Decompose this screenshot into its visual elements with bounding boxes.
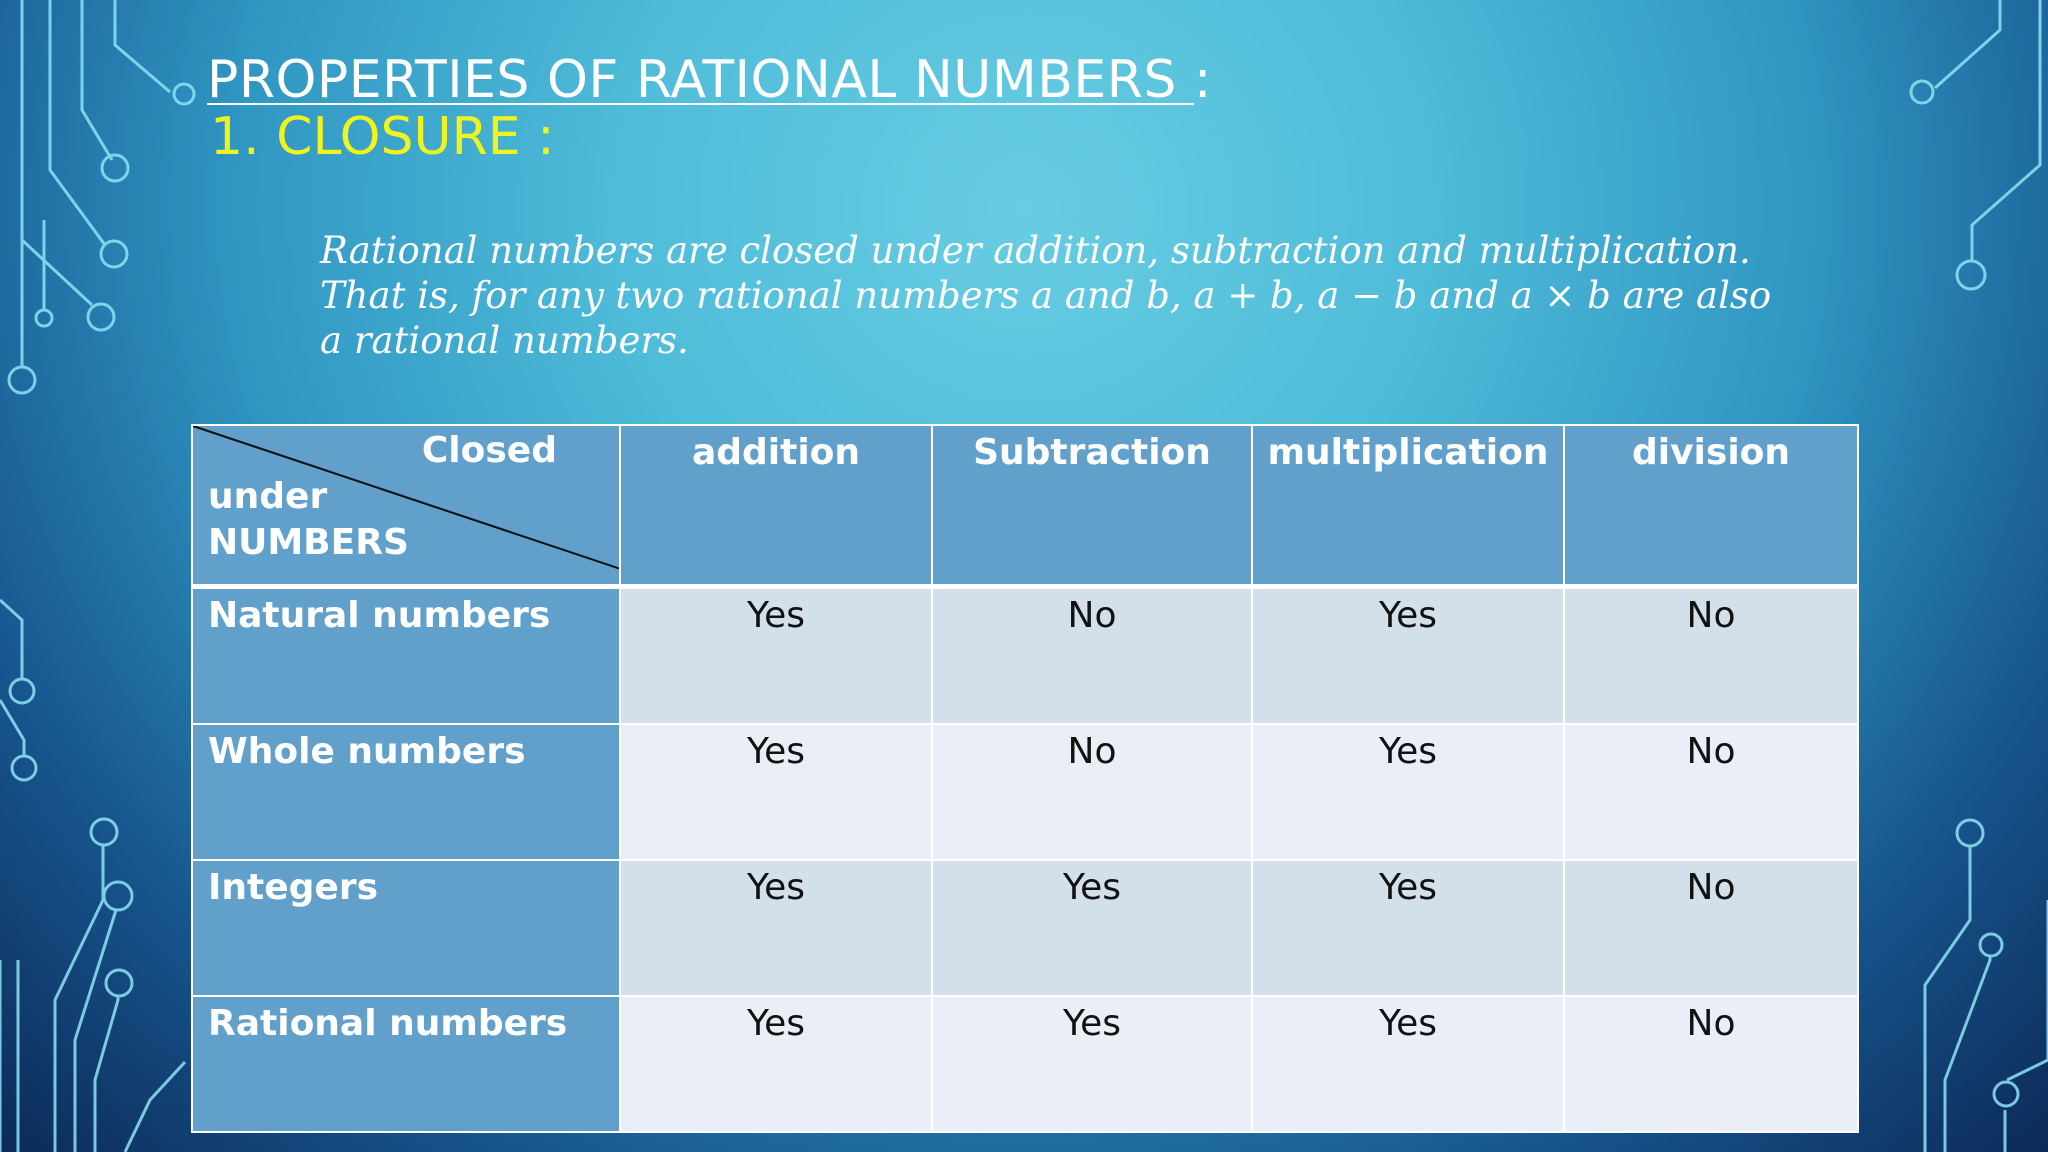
table-cell: Yes [931,995,1253,1133]
row-label: Whole numbers [191,723,621,861]
slide-title-colon: : [1193,50,1212,110]
table-row: Whole numbers Yes No Yes No [191,723,1859,861]
table-cell: Yes [619,723,933,861]
table-cell: Yes [1251,585,1565,725]
slide-subtitle: 1. CLOSURE : [210,107,555,167]
definition-paragraph: Rational numbers are closed under additi… [320,228,1820,363]
table-cell: Yes [1251,995,1565,1133]
table-cell: Yes [619,585,933,725]
table-cell: Yes [1251,723,1565,861]
corner-label-under: under [208,476,328,517]
row-label: Natural numbers [191,585,621,725]
table-cell: Yes [1251,859,1565,997]
table-cell: No [1563,723,1859,861]
table-cell: Yes [619,859,933,997]
table-cell: No [1563,859,1859,997]
paragraph-line: Rational numbers are closed under additi… [320,229,1751,272]
table-cell: No [1563,585,1859,725]
corner-label-numbers: NUMBERS [208,522,409,563]
row-label: Rational numbers [191,995,621,1133]
table-row: Integers Yes Yes Yes No [191,859,1859,997]
table-row: Natural numbers Yes No Yes No [191,585,1859,725]
paragraph-line: That is, for any two rational numbers a … [320,274,1772,317]
row-label: Integers [191,859,621,997]
table-corner-cell: Closed under NUMBERS [191,424,621,589]
slide-title-text: PROPERTIES OF RATIONAL NUMBERS [207,50,1194,110]
corner-diagonal [193,426,619,570]
column-header-addition: addition [619,424,933,589]
closure-table: Closed under NUMBERS addition Subtractio… [191,424,1859,1133]
table-row: Rational numbers Yes Yes Yes No [191,995,1859,1133]
table-cell: No [1563,995,1859,1133]
column-header-multiplication: multiplication [1251,424,1565,589]
column-header-division: division [1563,424,1859,589]
slide-title: PROPERTIES OF RATIONAL NUMBERS : [207,50,1212,110]
corner-label-closed: Closed [421,430,557,471]
paragraph-line: a rational numbers. [320,319,689,362]
table-cell: Yes [619,995,933,1133]
table-cell: No [931,723,1253,861]
table-header-row: Closed under NUMBERS addition Subtractio… [191,424,1859,589]
table-cell: Yes [931,859,1253,997]
table-cell: No [931,585,1253,725]
column-header-subtraction: Subtraction [931,424,1253,589]
